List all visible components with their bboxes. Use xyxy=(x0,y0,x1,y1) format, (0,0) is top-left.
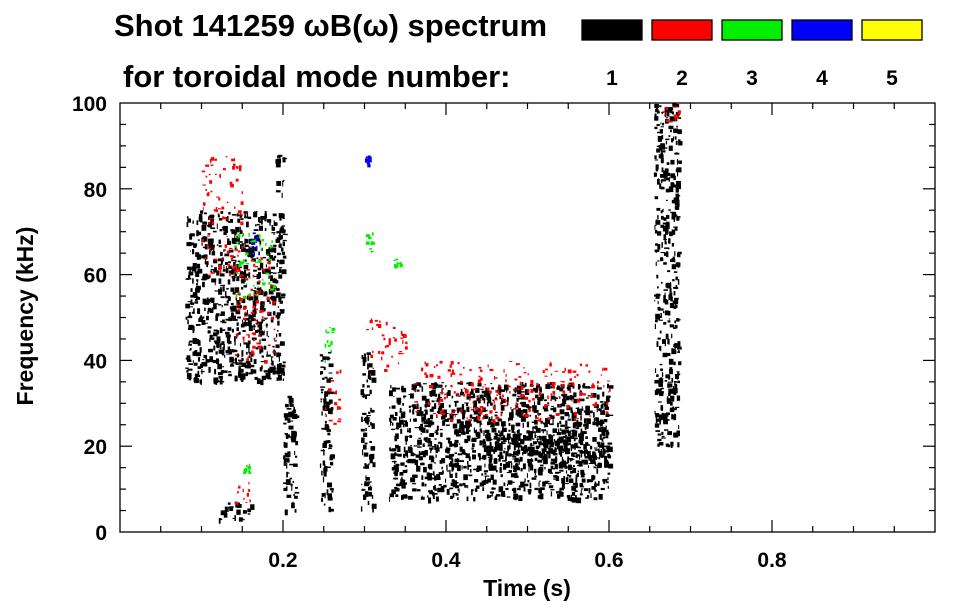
region-mode-3 xyxy=(393,258,403,269)
region-mode-1 xyxy=(653,103,683,448)
legend-mode-number: 5 xyxy=(886,67,898,90)
region-mode-1 xyxy=(319,351,336,513)
region-mode-1 xyxy=(275,154,288,198)
region-mode-1 xyxy=(218,502,255,524)
x-tick-label: 0.4 xyxy=(431,549,461,572)
legend-swatch xyxy=(791,19,853,41)
plot-frame xyxy=(119,102,936,533)
region-mode-3 xyxy=(243,463,252,475)
legend-entry-mode-3: 3 xyxy=(721,19,783,90)
legend-swatch xyxy=(581,19,643,41)
y-axis-label: Frequency (kHz) xyxy=(12,227,38,406)
region-mode-2 xyxy=(201,155,244,277)
axis-ticks: 0.2 0.4 0.6 0.8 0 20 40 60 80 100 xyxy=(72,93,935,572)
region-mode-2 xyxy=(234,257,276,364)
region-mode-2 xyxy=(324,369,342,425)
x-tick-label: 0.8 xyxy=(757,549,787,572)
legend-swatch xyxy=(651,19,713,41)
region-mode-1 xyxy=(478,429,614,473)
region-mode-4 xyxy=(251,232,260,256)
spectrum-regions xyxy=(185,103,683,524)
region-mode-2 xyxy=(413,360,611,424)
region-mode-4 xyxy=(364,155,372,168)
region-mode-1 xyxy=(283,395,300,516)
x-tick-label: 0.2 xyxy=(268,549,297,572)
legend: 1 2 3 4 5 xyxy=(581,19,923,90)
y-tick-label: 0 xyxy=(95,522,107,545)
region-mode-3 xyxy=(324,327,336,363)
region-mode-3 xyxy=(234,232,277,299)
legend-swatch xyxy=(721,19,783,41)
y-tick-label: 40 xyxy=(84,350,107,373)
legend-entry-mode-5: 5 xyxy=(861,19,923,90)
legend-swatch xyxy=(861,19,923,41)
legend-mode-number: 4 xyxy=(816,67,828,90)
y-tick-label: 80 xyxy=(84,179,107,202)
legend-entry-mode-4: 4 xyxy=(791,19,853,90)
legend-mode-number: 3 xyxy=(746,67,758,90)
region-mode-1 xyxy=(360,352,377,513)
region-mode-2 xyxy=(234,481,251,506)
region-mode-2 xyxy=(662,106,681,123)
region-mode-2 xyxy=(366,318,408,372)
legend-entry-mode-1: 1 xyxy=(581,19,643,90)
x-axis-label: Time (s) xyxy=(483,575,571,601)
legend-entry-mode-2: 2 xyxy=(651,19,713,90)
y-tick-label: 100 xyxy=(72,93,107,116)
legend-mode-number: 2 xyxy=(676,67,688,90)
x-tick-label: 0.6 xyxy=(594,549,623,572)
chart-title: Shot 141259 ωB(ω) spectrum xyxy=(114,8,547,43)
chart-subtitle: for toroidal mode number: xyxy=(123,59,511,94)
region-mode-1 xyxy=(389,381,614,504)
legend-mode-number: 1 xyxy=(606,67,618,90)
region-mode-3 xyxy=(365,232,376,253)
y-tick-label: 20 xyxy=(84,436,107,459)
y-tick-label: 60 xyxy=(84,265,107,288)
